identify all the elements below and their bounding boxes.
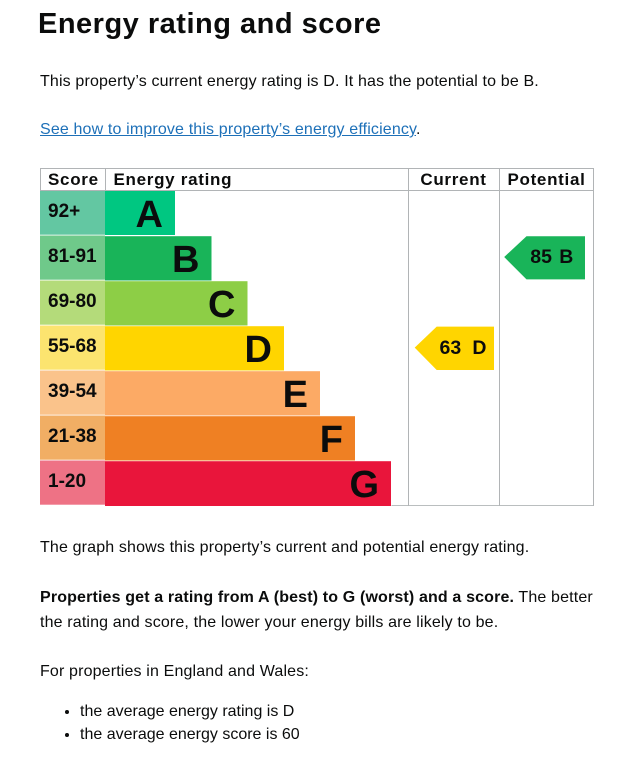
svg-text:E: E (283, 374, 308, 416)
svg-text:81-91: 81-91 (48, 246, 97, 267)
svg-text:39-54: 39-54 (48, 381, 97, 402)
svg-text:Energy rating: Energy rating (114, 170, 233, 189)
svg-text:Score: Score (48, 170, 99, 189)
svg-text:Potential: Potential (507, 170, 585, 189)
svg-text:55-68: 55-68 (48, 336, 97, 357)
svg-text:G: G (349, 464, 379, 506)
svg-text:F: F (320, 419, 343, 461)
svg-text:D: D (472, 337, 486, 359)
svg-text:D: D (245, 329, 272, 371)
svg-text:C: C (208, 284, 235, 326)
svg-text:B: B (172, 239, 199, 281)
svg-text:85: 85 (530, 246, 552, 268)
svg-text:69-80: 69-80 (48, 291, 97, 312)
svg-text:21-38: 21-38 (48, 426, 97, 447)
svg-text:Current: Current (420, 170, 486, 189)
svg-text:B: B (559, 246, 573, 268)
svg-text:1-20: 1-20 (48, 471, 86, 492)
svg-text:A: A (136, 194, 163, 236)
svg-text:63: 63 (440, 337, 462, 359)
svg-text:92+: 92+ (48, 201, 80, 222)
